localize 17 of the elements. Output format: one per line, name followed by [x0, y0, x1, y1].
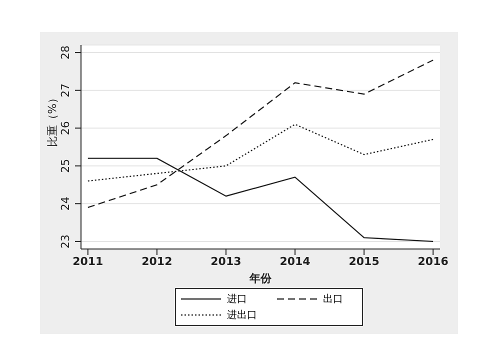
- x-tick-label: 2011: [72, 254, 104, 268]
- x-axis-title: 年份: [248, 272, 272, 285]
- x-tick-label: 2014: [280, 254, 311, 268]
- y-tick-label: 23: [59, 234, 72, 248]
- x-tick-label: 2015: [348, 254, 380, 268]
- legend-label: 出口: [323, 292, 343, 306]
- y-tick-label: 24: [59, 196, 72, 211]
- x-tick-label: 2016: [418, 254, 449, 268]
- legend-label: 进出口: [227, 308, 257, 322]
- y-axis-title: 比重（%）: [46, 92, 59, 147]
- y-tick-label: 27: [59, 83, 72, 98]
- legend-label: 进口: [227, 292, 248, 306]
- y-tick-label: 26: [59, 121, 72, 136]
- x-tick-label: 2013: [210, 254, 242, 268]
- x-tick-label: 2012: [142, 254, 172, 268]
- y-tick-label: 25: [59, 158, 72, 173]
- y-tick-label: 28: [59, 46, 72, 60]
